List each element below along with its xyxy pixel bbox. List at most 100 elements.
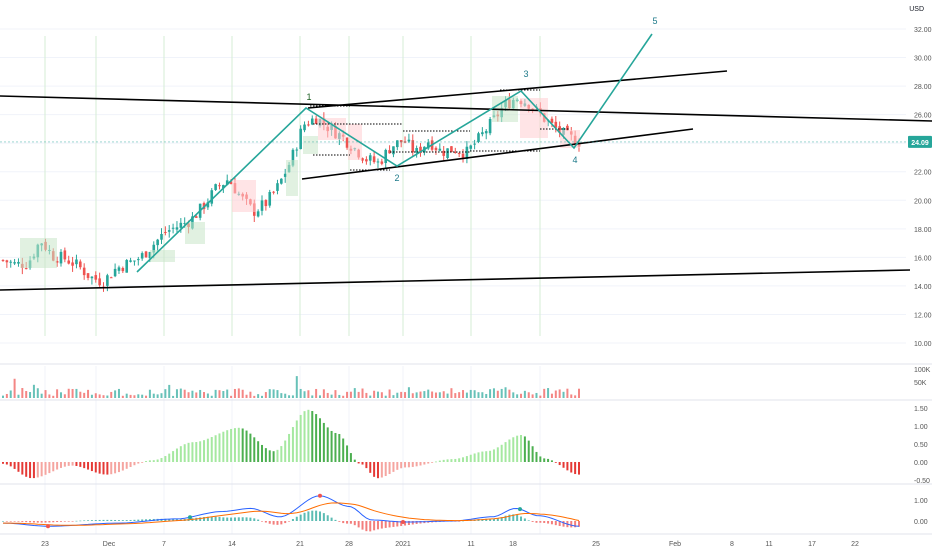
macd-histogram-bar (241, 517, 244, 521)
oscillator-bar (442, 459, 445, 462)
candle-body (109, 277, 113, 279)
oscillator-bar (558, 462, 561, 466)
candle-body (469, 145, 473, 149)
time-tick-label: 7 (162, 541, 166, 548)
trend-line[interactable] (301, 128, 694, 180)
osc-tick-label: 1.50 (914, 406, 928, 413)
price-tick-label: 10.00 (914, 341, 932, 348)
oscillator-bar (48, 462, 51, 474)
oscillator-bar (570, 462, 573, 473)
candle-body (133, 260, 136, 262)
zone-box (20, 238, 57, 268)
macd-histogram-bar (272, 521, 275, 525)
volume-bar (547, 388, 550, 398)
macd-tick-label: 0.00 (914, 519, 928, 526)
oscillator-bar (110, 462, 113, 475)
volume-bar (516, 394, 519, 398)
volume-bar (152, 393, 155, 398)
macd-histogram-bar (485, 518, 488, 521)
volume-bar (485, 394, 488, 398)
macd-histogram-bar (210, 516, 213, 521)
oscillator-bar (338, 434, 341, 462)
macd-histogram-bar (338, 521, 341, 522)
trend-line[interactable] (0, 95, 932, 122)
candle-body (384, 149, 388, 164)
trend-line[interactable] (307, 70, 728, 109)
oscillator-bar (404, 462, 407, 468)
candle-body (67, 260, 71, 264)
oscillator-bar (462, 457, 465, 462)
time-tick-label: 21 (296, 541, 304, 548)
price-tick-label: 20.00 (914, 198, 932, 205)
candle-body (314, 118, 318, 124)
oscillator-bar (145, 461, 148, 462)
macd-histogram-bar (462, 520, 465, 522)
candle-body (438, 148, 442, 151)
oscillator-bar (87, 462, 90, 470)
candle-body (481, 132, 484, 135)
volume-bar (531, 394, 534, 398)
volume-bar (535, 392, 538, 398)
macd-histogram-bar (249, 517, 252, 521)
oscillator-bar (25, 462, 28, 477)
macd-histogram-bar (496, 518, 499, 521)
volume-bar (365, 392, 368, 398)
oscillator-bar (67, 462, 70, 466)
volume-bar (117, 388, 120, 398)
macd-histogram-bar (516, 514, 519, 521)
oscillator-bar (102, 462, 105, 475)
time-tick-label: 2021 (395, 541, 411, 548)
volume-bar (396, 392, 399, 398)
wave-label-2: 2 (394, 173, 399, 183)
candle-body (407, 139, 411, 142)
oscillator-bar (492, 449, 495, 462)
candle-body (113, 268, 117, 277)
volume-bar (322, 389, 325, 398)
volume-bar (291, 395, 294, 398)
macd-histogram-bar (520, 516, 523, 521)
volume-bar (578, 388, 580, 398)
zone-box (232, 180, 256, 212)
candle-body (450, 146, 453, 153)
volume-bar (199, 389, 202, 398)
oscillator-bar (63, 462, 66, 467)
oscillator-bar (407, 462, 410, 468)
volume-bar (431, 391, 434, 398)
elliott-wave-path[interactable] (136, 33, 653, 273)
trend-line[interactable] (0, 269, 911, 291)
oscillator-bar (276, 449, 279, 462)
macd-line (2, 495, 580, 527)
volume-bar (462, 390, 465, 398)
oscillator-bar (9, 462, 12, 467)
macd-histogram-bar (361, 521, 364, 530)
volume-bar (264, 392, 267, 398)
volume-bar (558, 389, 561, 398)
macd-histogram-bar (334, 519, 337, 521)
candle-body (86, 273, 90, 278)
wave-label-3: 3 (523, 69, 528, 79)
macd-histogram-bar (388, 521, 391, 528)
oscillator-bar (535, 451, 538, 462)
oscillator-bar (222, 431, 225, 462)
macd-histogram-bar (172, 519, 175, 521)
macd-histogram-bar (137, 519, 140, 521)
price-tick-label: 32.00 (914, 27, 932, 34)
macd-histogram-bar (380, 521, 383, 529)
oscillator-bar (307, 409, 310, 462)
price-tick-label: 22.00 (914, 170, 932, 177)
macd-histogram-bar (71, 521, 74, 522)
oscillator-bar (318, 418, 321, 462)
oscillator-bar (365, 462, 368, 469)
volume-bar (523, 390, 526, 398)
macd-histogram-bar (384, 521, 387, 528)
candle-body (160, 233, 163, 240)
candle-body (280, 178, 283, 184)
last-price-tag-label: 24.09 (911, 140, 929, 147)
macd-histogram-bar (562, 521, 565, 527)
time-tick-label: 11 (467, 541, 474, 548)
volume-bar (206, 393, 209, 398)
macd-histogram-bar (75, 520, 78, 522)
oscillator-bar (578, 462, 580, 475)
zone-box (303, 136, 318, 154)
